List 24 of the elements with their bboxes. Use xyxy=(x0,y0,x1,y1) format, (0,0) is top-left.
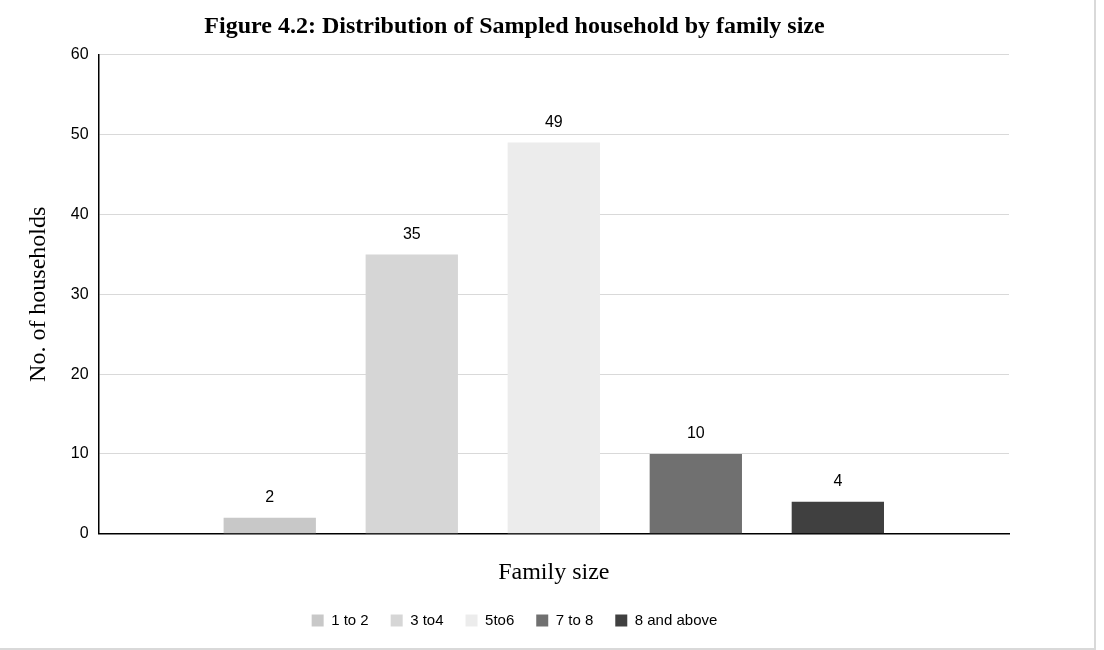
bar xyxy=(507,142,600,534)
y-axis-title: No. of households xyxy=(23,206,50,382)
data-label: 2 xyxy=(265,488,275,506)
legend-label: 7 to 8 xyxy=(555,610,594,628)
bar xyxy=(649,453,742,534)
legend-label: 1 to 2 xyxy=(331,610,369,628)
bar xyxy=(791,501,884,534)
legend-label: 3 to4 xyxy=(410,610,444,628)
bar xyxy=(223,517,316,534)
legend-label: 8 and above xyxy=(634,610,718,628)
y-tick-label: 0 xyxy=(79,524,89,542)
data-label: 4 xyxy=(833,472,843,490)
x-axis-title: Family size xyxy=(498,557,610,584)
chart-title: Figure 4.2: Distribution of Sampled household by family size xyxy=(204,11,825,38)
legend-label: 5to6 xyxy=(485,610,515,628)
data-label: 49 xyxy=(544,113,563,131)
data-label: 10 xyxy=(686,424,705,442)
data-label: 35 xyxy=(402,224,421,242)
y-tick-label: 60 xyxy=(70,45,89,63)
y-tick-label: 20 xyxy=(70,364,89,382)
y-tick-label: 10 xyxy=(70,444,89,462)
y-tick-label: 40 xyxy=(70,204,89,222)
y-tick-label: 50 xyxy=(70,125,89,143)
y-tick-label: 30 xyxy=(70,284,89,302)
